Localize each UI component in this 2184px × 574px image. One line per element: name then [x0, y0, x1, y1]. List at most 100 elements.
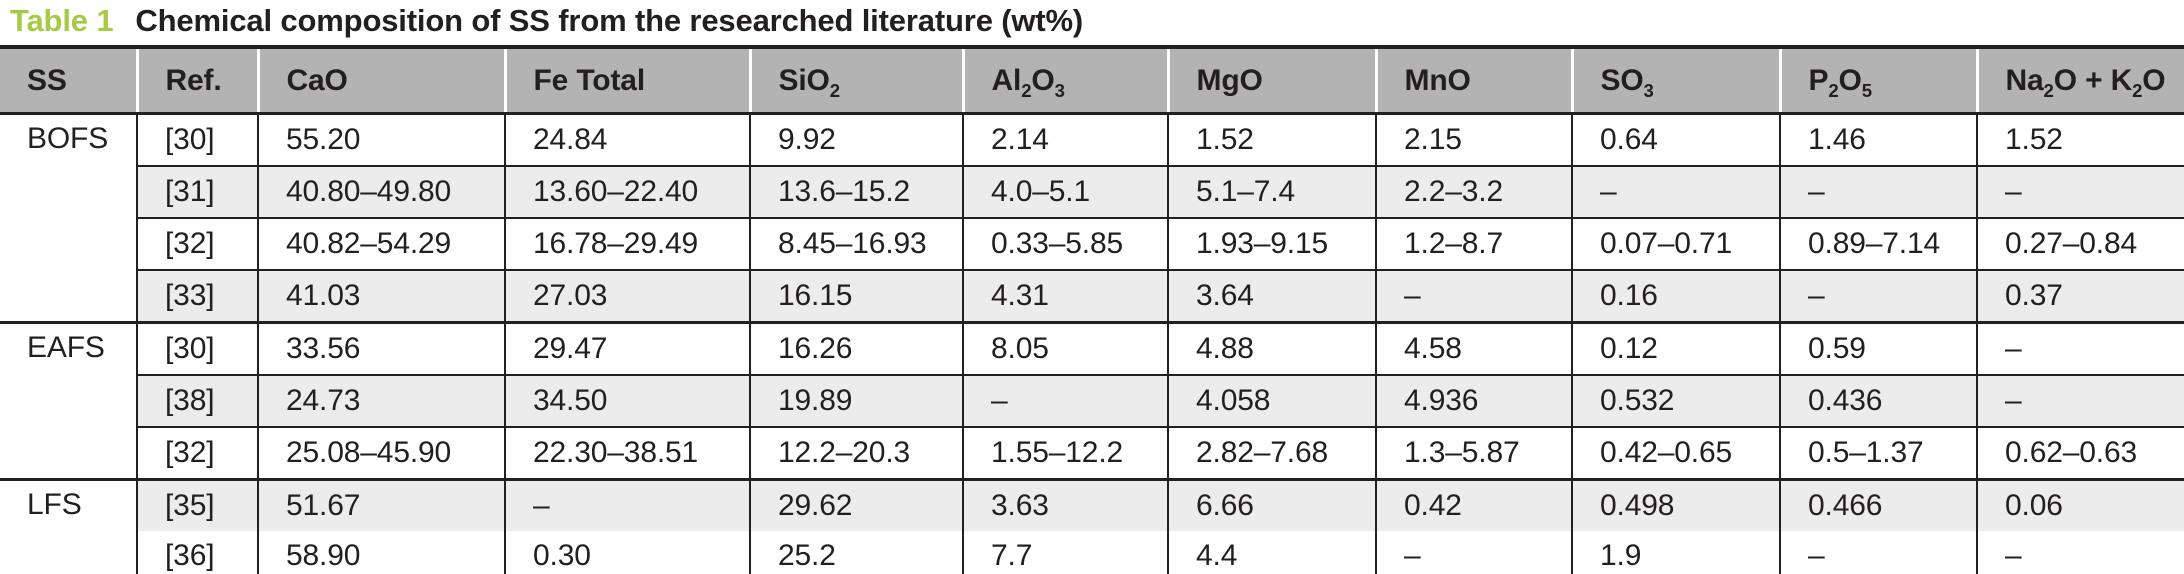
- value-cell: 27.03: [504, 269, 750, 323]
- value-cell: 16.26: [749, 321, 963, 375]
- value-cell: –: [1779, 531, 1977, 574]
- value-cell: 2.82–7.68: [1167, 426, 1376, 480]
- value-cell: –: [1779, 165, 1977, 218]
- value-cell: 19.89: [749, 374, 963, 427]
- value-cell: –: [1375, 531, 1572, 574]
- value-cell: 0.42–0.65: [1571, 426, 1780, 480]
- slag-type-cell: BOFS: [0, 112, 137, 323]
- reference-cell: [35]: [136, 478, 258, 531]
- value-cell: 41.03: [257, 269, 505, 323]
- value-cell: 1.9: [1571, 531, 1780, 574]
- table-row: [38] 24.73 34.50 19.89–4.058 4.936 0.532 0.436…: [0, 374, 2184, 427]
- value-cell: 34.50: [504, 374, 750, 427]
- value-cell: 4.58: [1375, 321, 1572, 375]
- value-cell: 0.30: [504, 531, 750, 574]
- value-cell: 16.15: [749, 269, 963, 323]
- value-cell: 0.12: [1571, 321, 1780, 375]
- value-cell: 29.62: [749, 478, 963, 531]
- value-cell: 16.78–29.49: [504, 217, 750, 270]
- value-cell: 1.2–8.7: [1375, 217, 1572, 270]
- value-cell: 0.27–0.84: [1976, 217, 2184, 270]
- value-cell: 1.52: [1976, 112, 2184, 166]
- value-cell: 1.52: [1167, 112, 1376, 166]
- column-header-fe-total: Fe Total: [503, 47, 750, 115]
- value-cell: 51.67: [257, 478, 505, 531]
- value-cell: –: [962, 374, 1168, 427]
- table-row: BOFS [30] 55.20 24.84 9.92 2.14 1.52 2.15 0.64 1.…: [0, 112, 2184, 323]
- value-cell: 2.2–3.2: [1375, 165, 1572, 218]
- value-cell: 0.89–7.14: [1779, 217, 1977, 270]
- value-cell: 24.84: [504, 112, 750, 166]
- value-cell: 8.05: [962, 321, 1168, 375]
- table-caption-label: Table 1: [10, 3, 114, 38]
- table-row: [32] 25.08–45.90 22.30–38.51 12.2–20.3 1.55–…: [0, 426, 2184, 480]
- value-cell: –: [1976, 531, 2184, 574]
- value-cell: 0.06: [1976, 478, 2184, 531]
- column-header-al2o3: Al2O3: [961, 47, 1168, 115]
- table-row: EAFS [30] 33.56 29.47 16.26 8.05 4.88 4.58 0.12 0…: [0, 321, 2184, 480]
- column-header-ref: Ref.: [135, 47, 258, 115]
- value-cell: –: [1976, 374, 2184, 427]
- column-header-na2o-k2o: Na2O + K2O: [1975, 47, 2184, 115]
- value-cell: 4.31: [962, 269, 1168, 323]
- value-cell: –: [1571, 165, 1780, 218]
- column-header-p2o5: P2O5: [1778, 47, 1977, 115]
- value-cell: 58.90: [257, 531, 505, 574]
- value-cell: 2.15: [1375, 112, 1572, 166]
- value-cell: 40.80–49.80: [257, 165, 505, 218]
- value-cell: 55.20: [257, 112, 505, 166]
- reference-cell: [33]: [136, 269, 258, 323]
- slag-type-cell: EAFS: [0, 321, 137, 480]
- table-row: [33] 41.03 27.03 16.15 4.31 3.64–0.16–0.37: [0, 269, 2184, 323]
- value-cell: 22.30–38.51: [504, 426, 750, 480]
- value-cell: –: [504, 478, 750, 531]
- value-cell: 7.7: [962, 531, 1168, 574]
- value-cell: –: [1976, 321, 2184, 375]
- reference-cell: [38]: [136, 374, 258, 427]
- value-cell: 4.4: [1167, 531, 1376, 574]
- value-cell: –: [1976, 165, 2184, 218]
- value-cell: 0.33–5.85: [962, 217, 1168, 270]
- reference-cell: [30]: [136, 321, 258, 375]
- value-cell: 25.2: [749, 531, 963, 574]
- value-cell: 0.466: [1779, 478, 1977, 531]
- column-header-mgo: MgO: [1166, 47, 1376, 115]
- table-row: [32] 40.82–54.29 16.78–29.49 8.45–16.93 0.33…: [0, 217, 2184, 270]
- reference-cell: [32]: [136, 217, 258, 270]
- value-cell: 0.436: [1779, 374, 1977, 427]
- value-cell: 4.936: [1375, 374, 1572, 427]
- value-cell: 40.82–54.29: [257, 217, 505, 270]
- value-cell: 2.14: [962, 112, 1168, 166]
- table-header-row: SS Ref. CaO Fe Total SiO2 Al2O3 MgO MnO SO3 P2O5 N…: [0, 47, 2184, 115]
- column-header-cao: CaO: [256, 47, 505, 115]
- reference-cell: [31]: [136, 165, 258, 218]
- column-header-sio2: SiO2: [748, 47, 963, 115]
- value-cell: 1.55–12.2: [962, 426, 1168, 480]
- value-cell: 0.37: [1976, 269, 2184, 323]
- value-cell: 0.07–0.71: [1571, 217, 1780, 270]
- value-cell: 9.92: [749, 112, 963, 166]
- value-cell: –: [1375, 269, 1572, 323]
- column-header-mno: MnO: [1374, 47, 1572, 115]
- value-cell: 13.6–15.2: [749, 165, 963, 218]
- column-header-ss: SS: [0, 47, 137, 115]
- value-cell: 25.08–45.90: [257, 426, 505, 480]
- value-cell: 3.64: [1167, 269, 1376, 323]
- table-caption: Table 1 Chemical composition of SS from t…: [0, 0, 2184, 45]
- value-cell: 0.59: [1779, 321, 1977, 375]
- reference-cell: [30]: [136, 112, 258, 166]
- value-cell: 1.93–9.15: [1167, 217, 1376, 270]
- table-caption-text: Chemical composition of SS from the rese…: [135, 3, 1084, 38]
- value-cell: 0.62–0.63: [1976, 426, 2184, 480]
- column-header-so3: SO3: [1570, 47, 1780, 115]
- value-cell: 0.64: [1571, 112, 1780, 166]
- slag-type-cell: LFS: [0, 478, 137, 574]
- value-cell: 1.46: [1779, 112, 1977, 166]
- table-row: [36] 58.90 0.30 25.2 7.7 4.4–1.9– –: [0, 531, 2184, 574]
- reference-cell: [32]: [136, 426, 258, 480]
- value-cell: 0.532: [1571, 374, 1780, 427]
- value-cell: 29.47: [504, 321, 750, 375]
- value-cell: 0.42: [1375, 478, 1572, 531]
- value-cell: 1.3–5.87: [1375, 426, 1572, 480]
- value-cell: 4.88: [1167, 321, 1376, 375]
